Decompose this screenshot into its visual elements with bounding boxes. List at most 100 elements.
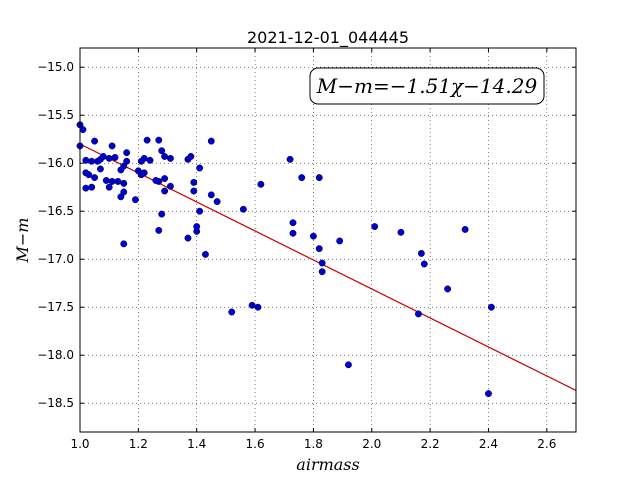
data-point (336, 237, 344, 245)
data-point (487, 303, 495, 311)
data-point (99, 153, 107, 160)
data-point (82, 184, 90, 192)
data-point (207, 191, 215, 199)
data-point (254, 303, 262, 311)
data-point (131, 196, 139, 204)
data-point (193, 223, 201, 231)
data-point (417, 249, 425, 257)
data-point (239, 205, 247, 213)
data-point (420, 260, 428, 268)
y-tick-label: −18.5 (37, 396, 74, 410)
y-tick-label: −15.5 (37, 108, 74, 122)
data-point (155, 177, 163, 185)
data-point (207, 137, 215, 145)
y-tick-labels: −15.0 −15.5 −16.0 −16.5 −17.0 −17.5 −18.0 −18.5 (37, 60, 74, 410)
data-point (146, 156, 154, 164)
data-point (105, 154, 113, 162)
data-point (155, 136, 163, 144)
data-point (257, 180, 265, 188)
points-layer (76, 121, 495, 398)
data-point (397, 228, 405, 236)
data-point (166, 154, 174, 162)
y-tick-label: −18.0 (37, 348, 74, 362)
x-tick-label: 2.4 (479, 437, 498, 451)
data-point (96, 165, 104, 173)
data-point (485, 390, 492, 398)
fit-line-layer (79, 143, 577, 391)
data-point (461, 225, 469, 233)
x-tick-label: 1.6 (246, 437, 265, 451)
data-point (289, 219, 297, 227)
data-point (190, 178, 198, 186)
y-tick-label: −16.5 (37, 204, 74, 218)
chart-title: 2021-12-01_044445 (247, 28, 409, 48)
data-point (161, 175, 169, 183)
data-point (344, 361, 352, 369)
y-tick-label: −17.0 (37, 252, 74, 266)
data-point (315, 245, 323, 253)
data-point (91, 137, 99, 145)
data-point (82, 156, 90, 164)
data-point (315, 174, 323, 182)
data-point (88, 183, 96, 191)
data-point (184, 234, 192, 242)
y-tick-label: −15.0 (37, 60, 74, 74)
x-tick-label: 2.0 (362, 437, 381, 451)
x-tick-labels: 1.0 1.2 1.4 1.6 1.8 2.0 2.2 2.4 2.6 (70, 437, 556, 451)
data-point (161, 187, 169, 195)
data-point (123, 157, 131, 165)
y-axis-label: M−m (13, 218, 32, 264)
data-point (318, 259, 326, 267)
data-point (213, 198, 221, 206)
ticks (79, 48, 576, 432)
data-point (140, 169, 148, 177)
annotation-text: M−m=−1.51χ−14.29 (316, 74, 538, 98)
data-point (108, 142, 116, 150)
data-point (228, 308, 236, 316)
fit-line (79, 143, 577, 391)
data-point (105, 183, 113, 191)
data-point (91, 174, 99, 182)
data-point (120, 188, 128, 196)
data-point (111, 153, 119, 161)
data-point (108, 177, 116, 185)
data-point (248, 301, 256, 309)
data-point (158, 210, 166, 218)
data-point (187, 153, 195, 160)
data-point (102, 177, 110, 184)
x-tick-label: 1.2 (129, 437, 148, 451)
x-tick-label: 1.0 (70, 437, 89, 451)
grid (80, 48, 576, 432)
data-point (414, 310, 422, 318)
data-point (79, 126, 87, 134)
x-axis-label: airmass (296, 455, 359, 474)
x-tick-label: 2.2 (421, 437, 440, 451)
data-point (161, 153, 169, 160)
data-point (371, 223, 379, 231)
data-point (196, 164, 204, 172)
data-point (190, 187, 198, 195)
data-point (140, 154, 148, 162)
data-point (202, 250, 209, 258)
data-point (286, 155, 294, 163)
data-point (85, 171, 93, 179)
data-point (114, 177, 122, 185)
data-point (143, 136, 151, 144)
data-point (289, 229, 297, 237)
plot-frame (79, 47, 577, 433)
annotation-box (309, 67, 545, 105)
data-point (444, 285, 452, 293)
data-point (309, 232, 317, 240)
data-point (88, 157, 96, 165)
y-tick-label: −16.0 (37, 156, 74, 170)
y-tick-label: −17.5 (37, 300, 74, 314)
data-point (120, 179, 128, 187)
data-point (158, 147, 166, 155)
fit-annotation: M−m=−1.51χ−14.29 (309, 67, 545, 105)
data-point (155, 226, 163, 234)
plot-area (80, 48, 576, 432)
data-point (123, 149, 131, 157)
data-point (196, 207, 204, 215)
x-tick-label: 2.6 (537, 437, 556, 451)
